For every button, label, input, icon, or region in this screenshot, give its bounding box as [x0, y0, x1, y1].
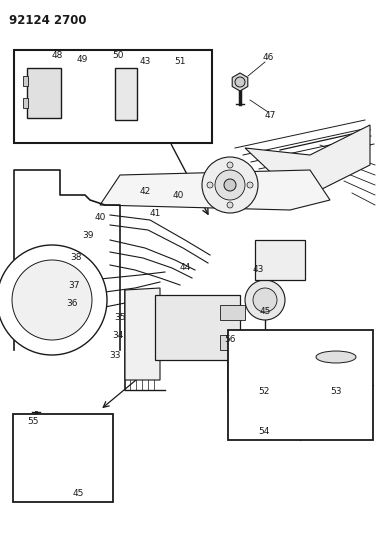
Text: 37: 37	[68, 280, 80, 289]
Polygon shape	[28, 426, 83, 491]
Circle shape	[202, 157, 258, 213]
Polygon shape	[232, 73, 248, 91]
Text: 51: 51	[174, 58, 186, 67]
Circle shape	[247, 182, 253, 188]
Polygon shape	[125, 288, 160, 380]
Text: 46: 46	[262, 53, 274, 62]
Text: 40: 40	[94, 214, 106, 222]
Circle shape	[165, 317, 185, 337]
Text: 52: 52	[258, 386, 270, 395]
Text: 54: 54	[258, 427, 270, 437]
Bar	[255, 240, 305, 280]
Text: 40: 40	[172, 190, 184, 199]
Bar	[13, 414, 113, 502]
Bar	[23, 76, 28, 86]
Circle shape	[235, 77, 245, 87]
Circle shape	[122, 90, 131, 99]
Ellipse shape	[316, 351, 356, 363]
Bar	[228, 330, 373, 440]
Circle shape	[186, 101, 194, 109]
Text: 55: 55	[27, 417, 39, 426]
Text: 39: 39	[82, 230, 94, 239]
Text: 42: 42	[139, 188, 150, 197]
Circle shape	[12, 260, 92, 340]
Circle shape	[282, 252, 298, 268]
Text: 92124 2700: 92124 2700	[9, 14, 86, 27]
Text: 43: 43	[139, 58, 151, 67]
Circle shape	[245, 280, 285, 320]
Text: 45: 45	[259, 308, 271, 317]
Text: 36: 36	[66, 298, 78, 308]
Text: 41: 41	[149, 208, 161, 217]
Bar	[155, 295, 240, 360]
Bar	[23, 98, 28, 108]
Circle shape	[171, 323, 179, 331]
Bar	[115, 68, 137, 120]
Text: 56: 56	[224, 335, 236, 344]
Bar	[14, 50, 212, 143]
Circle shape	[253, 288, 277, 312]
Text: 38: 38	[70, 254, 82, 262]
Text: 50: 50	[112, 52, 124, 61]
Circle shape	[157, 309, 193, 345]
Text: 45: 45	[72, 489, 84, 498]
Circle shape	[252, 400, 276, 424]
Circle shape	[227, 202, 233, 208]
Text: 43: 43	[252, 265, 264, 274]
Circle shape	[33, 423, 39, 429]
Text: 44: 44	[179, 263, 190, 272]
Circle shape	[215, 170, 245, 200]
Text: 33: 33	[109, 351, 121, 359]
Circle shape	[258, 406, 270, 418]
Circle shape	[227, 162, 233, 168]
Polygon shape	[249, 349, 269, 365]
Text: 53: 53	[330, 386, 342, 395]
Text: 34: 34	[112, 330, 124, 340]
Circle shape	[122, 106, 131, 115]
Circle shape	[29, 419, 43, 433]
Polygon shape	[245, 125, 370, 200]
Text: 35: 35	[114, 313, 126, 322]
Circle shape	[0, 245, 107, 355]
Circle shape	[40, 99, 48, 107]
Bar	[220, 305, 245, 320]
Circle shape	[224, 179, 236, 191]
Circle shape	[122, 74, 131, 83]
Bar	[220, 335, 245, 350]
Circle shape	[262, 252, 278, 268]
Polygon shape	[100, 170, 330, 210]
Text: 49: 49	[76, 55, 88, 64]
Circle shape	[207, 182, 213, 188]
Text: 47: 47	[264, 110, 276, 119]
Bar	[27, 68, 61, 118]
Text: 48: 48	[51, 52, 63, 61]
Circle shape	[40, 79, 48, 87]
